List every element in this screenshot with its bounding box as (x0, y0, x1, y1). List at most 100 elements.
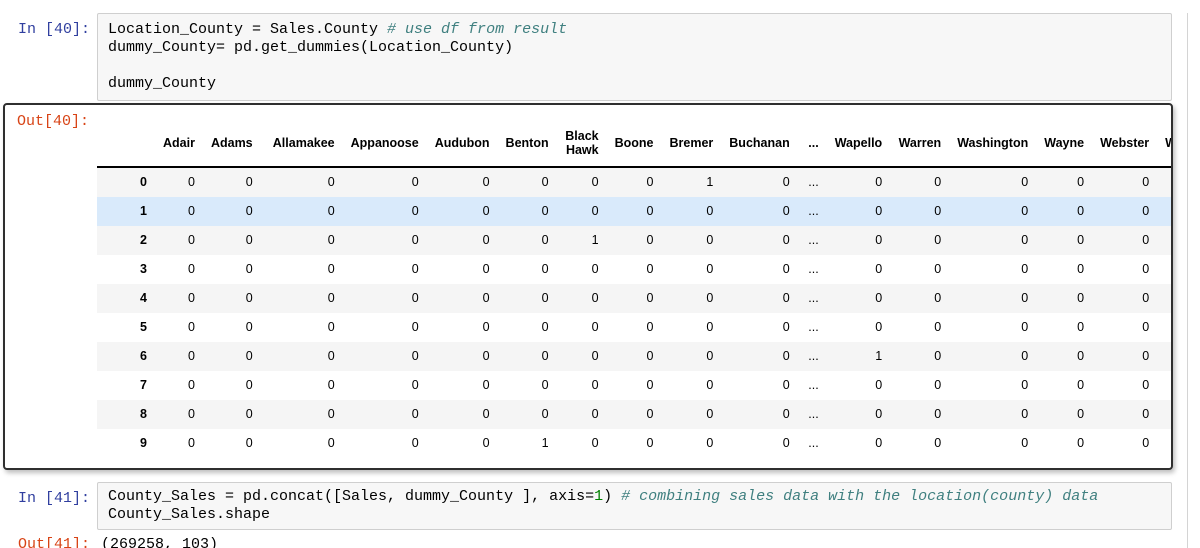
data-cell: 1 (541, 435, 549, 450)
data-cell: 0 (245, 406, 253, 421)
data-cell: 0 (411, 174, 419, 189)
code-line: dummy_County= pd.get_dummies(Location_Co… (108, 39, 1161, 57)
data-cell: 0 (188, 290, 195, 305)
dataframe-scroll-area[interactable]: Adair Adams Allamakee Appanoose Audubon Bento… (97, 125, 1171, 458)
data-cell: 0 (591, 261, 599, 276)
data-cell: ... (808, 377, 819, 392)
data-cell: 0 (934, 174, 942, 189)
data-cell: 0 (1021, 232, 1029, 247)
data-cell: 0 (245, 232, 253, 247)
code-token-comment: # use df from result (387, 21, 568, 38)
data-cell: 0 (875, 203, 883, 218)
data-cell: 0 (327, 377, 335, 392)
data-cell: 0 (1021, 406, 1029, 421)
row-index-cell: 7 (140, 377, 147, 392)
data-cell (1157, 226, 1171, 255)
data-cell: ... (808, 261, 819, 276)
data-cell: 0 (411, 319, 419, 334)
data-cell: 0 (188, 319, 195, 334)
column-header: Warren (890, 125, 950, 168)
data-cell: ... (808, 174, 819, 189)
data-cell: 0 (875, 232, 883, 247)
data-cell: 0 (1021, 319, 1029, 334)
data-cell: 0 (934, 319, 942, 334)
data-cell: 0 (411, 377, 419, 392)
data-cell (1157, 429, 1171, 458)
row-index-cell: 0 (140, 174, 147, 189)
data-cell: ... (808, 319, 819, 334)
data-cell: 0 (327, 348, 335, 363)
data-cell: 0 (646, 319, 654, 334)
data-cell: 0 (245, 203, 253, 218)
row-index-cell: 1 (140, 203, 147, 218)
data-cell: 0 (1021, 348, 1029, 363)
column-header: Adams (202, 125, 261, 168)
data-cell: 0 (245, 319, 253, 334)
data-cell: 0 (591, 319, 599, 334)
column-header: Appanoose (342, 125, 427, 168)
table-row: 8 0 0 0 0 0 0 0 0 0 0... 0 0 0 0 0 (97, 399, 1171, 429)
code-cell-in40: In [40]: Location_County = Sales.County … (0, 13, 1172, 101)
data-cell: 0 (188, 377, 195, 392)
data-cell: 0 (188, 406, 195, 421)
data-cell: 0 (327, 290, 335, 305)
row-index-cell: 5 (140, 319, 147, 334)
data-cell: 0 (482, 348, 490, 363)
data-cell: 0 (411, 203, 419, 218)
out40-prompt: Out[40]: (17, 113, 90, 130)
data-cell: 0 (591, 348, 599, 363)
data-cell: 0 (188, 261, 195, 276)
data-cell: 0 (1142, 261, 1150, 276)
data-cell: 0 (245, 290, 253, 305)
data-cell: 0 (1021, 261, 1029, 276)
data-cell: 0 (327, 435, 335, 450)
data-cell (1157, 197, 1171, 226)
data-cell: 0 (706, 290, 714, 305)
data-cell (1157, 167, 1171, 197)
row-index-cell: 4 (140, 290, 147, 305)
data-cell: 0 (1077, 319, 1085, 334)
code-line: Location_County = Sales.County # use df … (108, 21, 1161, 39)
data-cell: 0 (875, 319, 883, 334)
data-cell: 0 (188, 435, 195, 450)
column-header: Audubon (426, 125, 498, 168)
in41-code-editor[interactable]: County_Sales = pd.concat([Sales, dummy_C… (97, 481, 1172, 530)
data-cell: 0 (706, 319, 714, 334)
row-index-cell: 9 (140, 435, 147, 450)
data-cell: ... (808, 232, 819, 247)
data-cell: ... (808, 290, 819, 305)
data-cell: 0 (245, 348, 253, 363)
column-header: Black Hawk (556, 125, 607, 168)
in40-code-editor[interactable]: Location_County = Sales.County # use df … (97, 13, 1172, 101)
column-header: Boone (606, 125, 662, 168)
data-cell: 0 (1021, 174, 1029, 189)
data-cell: 0 (1077, 290, 1085, 305)
data-cell: 0 (245, 261, 253, 276)
data-cell: 0 (327, 406, 335, 421)
data-cell: 0 (541, 348, 549, 363)
data-cell: 0 (1077, 348, 1085, 363)
data-cell: 0 (1077, 435, 1085, 450)
data-cell (1157, 255, 1171, 284)
data-cell: 0 (327, 261, 335, 276)
table-row: 0 0 0 0 0 0 0 0 0 1 0... 0 0 0 0 0 (97, 166, 1171, 197)
data-cell: 0 (646, 406, 654, 421)
data-cell: 0 (411, 348, 419, 363)
data-cell: 0 (591, 435, 599, 450)
data-cell: 0 (482, 261, 490, 276)
data-cell: 0 (782, 203, 790, 218)
data-cell: 0 (1021, 377, 1029, 392)
data-cell: 0 (1142, 435, 1150, 450)
data-cell: 0 (411, 261, 419, 276)
column-header: Wapello (826, 125, 891, 168)
data-cell: 0 (327, 319, 335, 334)
row-index-cell: 8 (140, 406, 147, 421)
code-token-plain: Location_County = Sales.County (108, 21, 388, 38)
data-cell: 0 (1021, 203, 1029, 218)
data-cell: 0 (1142, 232, 1150, 247)
data-cell: 0 (188, 232, 195, 247)
data-cell: 0 (934, 348, 942, 363)
data-cell: 0 (245, 377, 253, 392)
column-header: Bremer (661, 125, 722, 168)
data-cell: ... (808, 406, 819, 421)
